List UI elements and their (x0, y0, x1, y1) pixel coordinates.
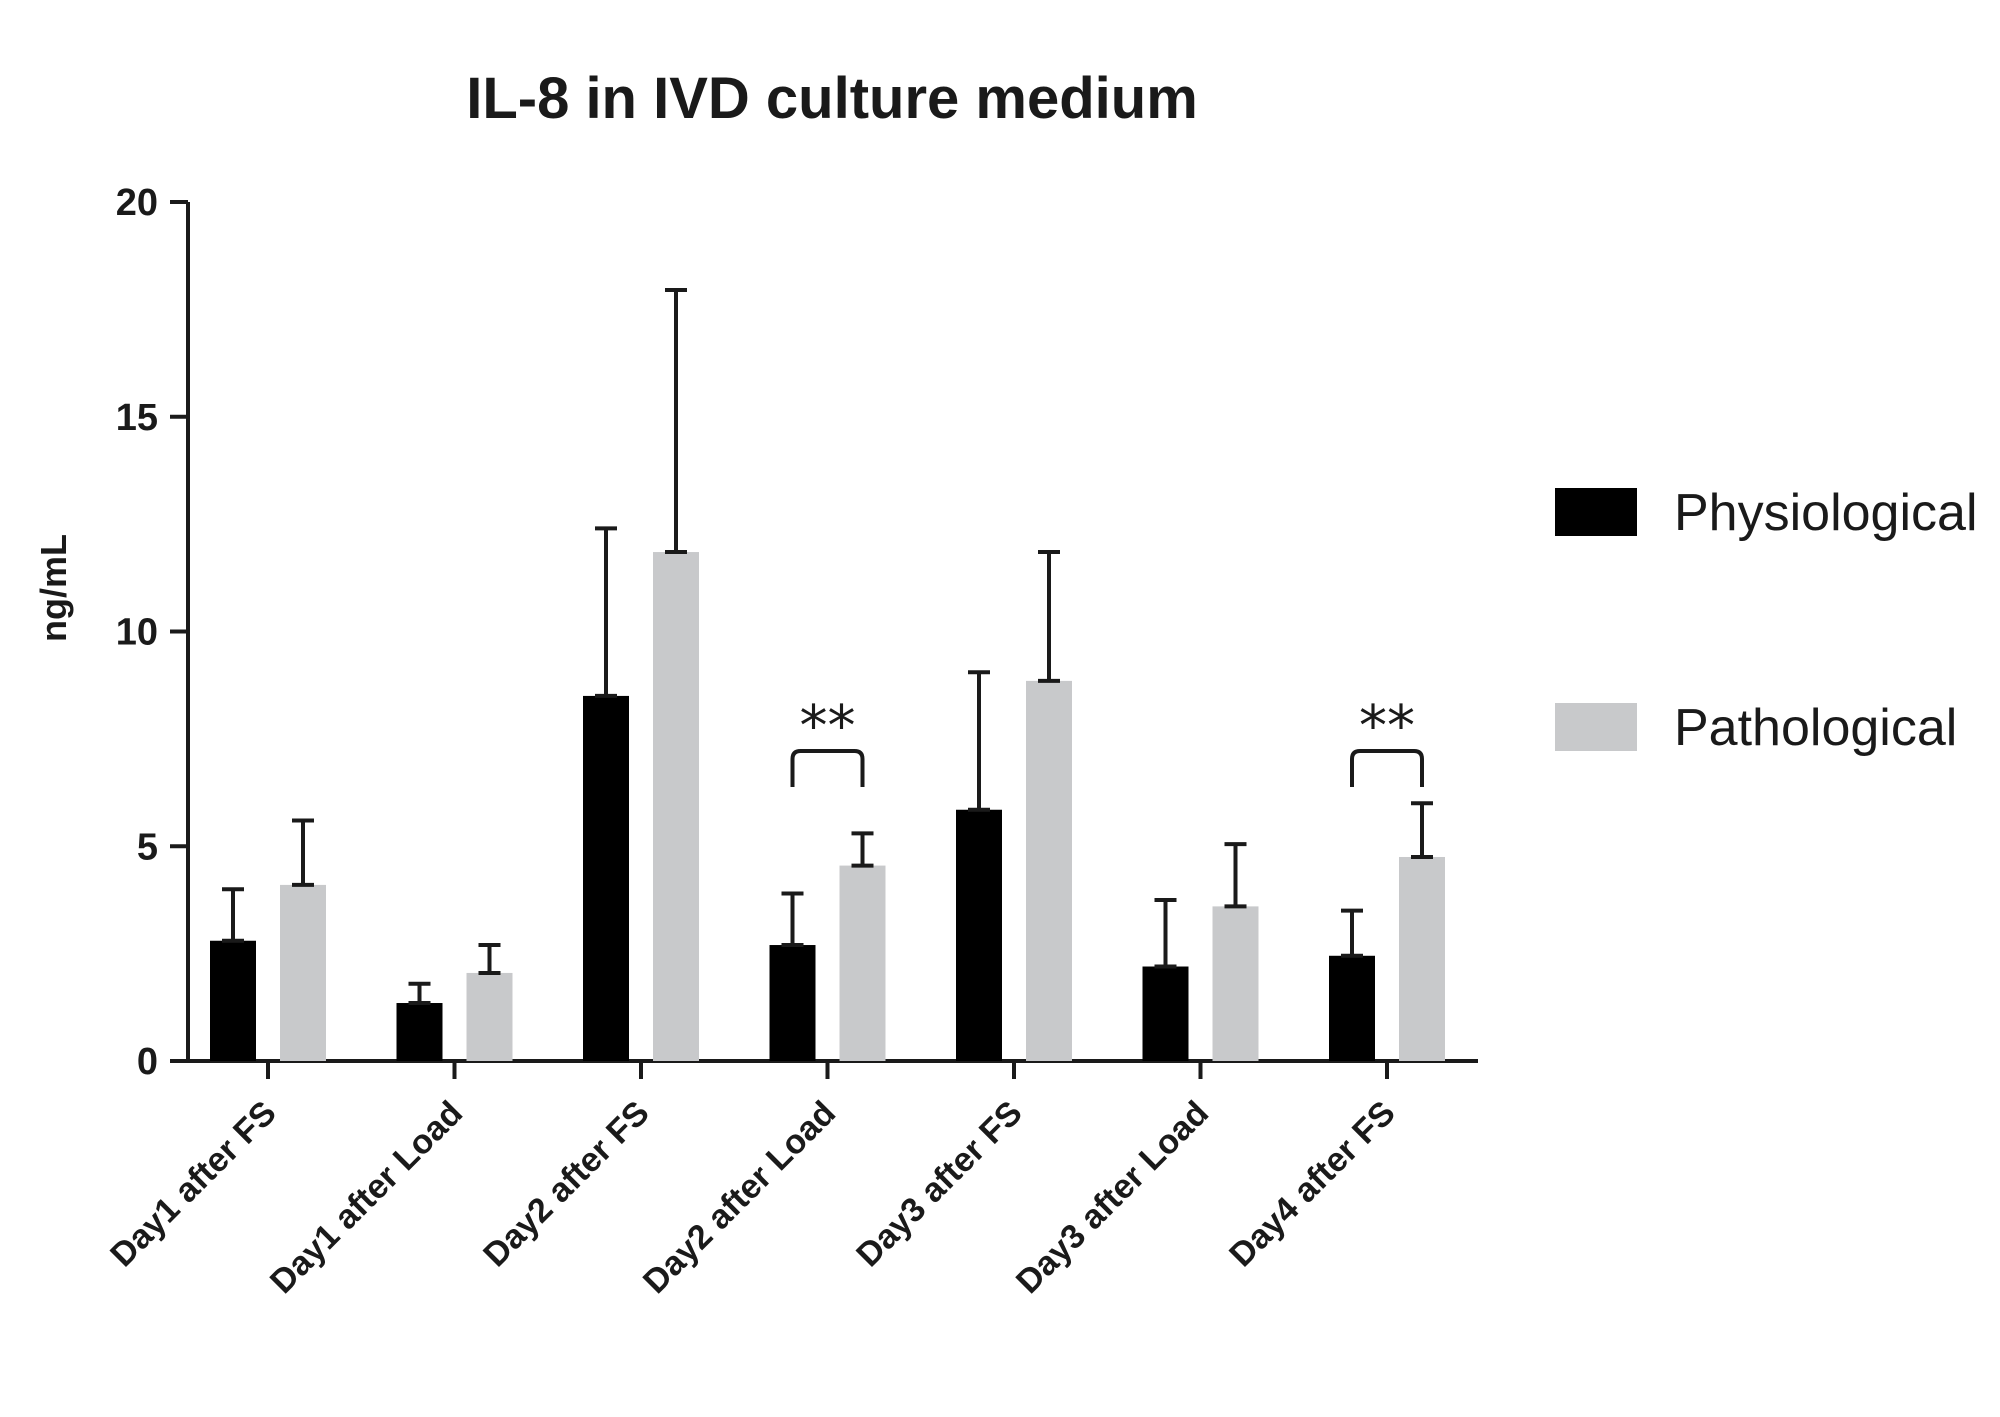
bar-pathological-1 (280, 884, 326, 1061)
bar-physiological-1 (210, 940, 256, 1061)
y-tick-label: 10 (116, 612, 158, 654)
significance-bracket-2: ** (1350, 694, 1424, 787)
bar-pathological-7 (1399, 856, 1445, 1061)
error-bar-physiological-2 (408, 981, 431, 1006)
significance-bracket-1: ** (790, 694, 865, 787)
bar-physiological-2 (396, 1003, 443, 1061)
y-axis-label: ng/mL (33, 534, 74, 642)
bar-physiological-5 (956, 809, 1002, 1061)
legend-swatch-pathological (1555, 703, 1637, 751)
bar-pathological-4 (839, 865, 886, 1061)
error-bar-pathological-7 (1411, 801, 1433, 859)
error-bar-physiological-4 (781, 891, 804, 948)
y-tick-label: 0 (137, 1041, 158, 1083)
chart-title: IL-8 in IVD culture medium (466, 66, 1198, 131)
error-bar-physiological-3 (595, 526, 617, 698)
legend-item-pathological: Pathological (1555, 699, 1957, 757)
bar-pathological-3 (653, 552, 699, 1061)
error-bar-physiological-6 (1154, 897, 1177, 969)
error-bar-pathological-2 (478, 943, 501, 975)
legend-item-physiological: Physiological (1555, 484, 1978, 542)
bar-physiological-7 (1329, 955, 1375, 1061)
error-bar-pathological-6 (1224, 842, 1247, 909)
y-tick-label: 15 (116, 397, 158, 439)
significance-label: ** (800, 694, 856, 759)
bar-pathological-2 (466, 972, 513, 1061)
x-tick-label: Day2 after Load (636, 1094, 843, 1301)
x-tick-label: Day2 after FS (476, 1094, 657, 1275)
legend-label: Physiological (1674, 484, 1978, 542)
error-bar-pathological-3 (665, 288, 687, 555)
bracket-line (790, 749, 865, 787)
error-bar-pathological-4 (851, 831, 874, 868)
bar-physiological-4 (769, 945, 816, 1061)
significance-label: ** (1359, 694, 1415, 759)
error-bar-physiological-1 (222, 887, 244, 943)
error-bar-physiological-5 (968, 670, 990, 812)
x-tick-label: Day1 after Load (263, 1094, 470, 1301)
legend: Physiological Pathological (1555, 484, 1978, 757)
error-bar-physiological-7 (1341, 908, 1363, 958)
x-tick-label: Day4 after FS (1222, 1094, 1403, 1275)
bar-physiological-6 (1142, 966, 1189, 1061)
error-bar-pathological-5 (1038, 550, 1060, 683)
bar-pathological-5 (1026, 680, 1072, 1061)
bar-pathological-6 (1212, 906, 1259, 1061)
x-tick-label: Day3 after Load (1009, 1094, 1216, 1301)
bar-physiological-3 (583, 695, 629, 1061)
x-tick-label: Day3 after FS (849, 1094, 1030, 1275)
bracket-line (1350, 749, 1424, 787)
x-tick-label: Day1 after FS (103, 1094, 284, 1275)
y-tick-label: 5 (137, 826, 158, 868)
error-bar-pathological-1 (292, 818, 314, 887)
legend-swatch-physiological (1555, 488, 1637, 536)
legend-label: Pathological (1674, 699, 1957, 757)
y-tick-label: 20 (116, 182, 158, 224)
